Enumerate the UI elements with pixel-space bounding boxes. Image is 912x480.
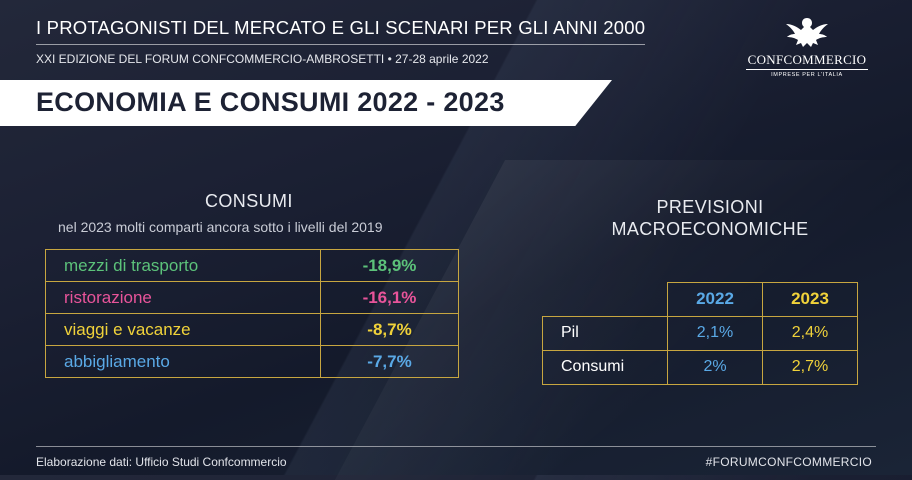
page-title: I PROTAGONISTI DEL MERCATO E GLI SCENARI… bbox=[36, 17, 646, 45]
column-header-2023: 2023 bbox=[762, 282, 858, 317]
section-banner: ECONOMIA E CONSUMI 2022 - 2023 bbox=[0, 80, 612, 126]
row-value: -8,7% bbox=[320, 313, 459, 346]
consumi-subtitle: nel 2023 molti comparti ancora sotto i l… bbox=[58, 219, 383, 235]
page-subtitle: XXI EDIZIONE DEL FORUM CONFCOMMERCIO-AMB… bbox=[36, 52, 489, 66]
table-row: Pil 2,1% 2,4% bbox=[542, 315, 858, 351]
row-value: -16,1% bbox=[320, 281, 459, 314]
footer-divider bbox=[36, 446, 876, 447]
table-row: viaggi e vacanze -8,7% bbox=[45, 313, 459, 346]
table-row: abbigliamento -7,7% bbox=[45, 345, 459, 378]
cell-2023: 2,7% bbox=[762, 349, 858, 385]
previsioni-title: PREVISIONI MACROECONOMICHE bbox=[590, 196, 830, 240]
row-label: viaggi e vacanze bbox=[45, 313, 321, 346]
row-label: ristorazione bbox=[45, 281, 321, 314]
row-label: Consumi bbox=[542, 349, 668, 385]
logo-tagline: IMPRESE PER L'ITALIA bbox=[771, 72, 843, 78]
row-label: mezzi di trasporto bbox=[45, 249, 321, 282]
logo-brand: CONFCOMMERCIO bbox=[747, 52, 867, 67]
previsioni-title-line1: PREVISIONI bbox=[656, 197, 764, 217]
footer-source: Elaborazione dati: Ufficio Studi Confcom… bbox=[36, 455, 287, 469]
cell-2022: 2% bbox=[667, 349, 763, 385]
table-row: Consumi 2% 2,7% bbox=[542, 349, 858, 385]
previsioni-title-line2: MACROECONOMICHE bbox=[611, 219, 809, 239]
table-row: ristorazione -16,1% bbox=[45, 281, 459, 314]
previsioni-table: 2022 2023 Pil 2,1% 2,4% Consumi 2% 2,7% bbox=[542, 282, 858, 385]
cell-2022: 2,1% bbox=[667, 315, 763, 351]
banner-title: ECONOMIA E CONSUMI 2022 - 2023 bbox=[36, 87, 505, 117]
logo-divider bbox=[746, 69, 868, 70]
row-label: abbigliamento bbox=[45, 345, 321, 378]
confcommercio-logo: CONFCOMMERCIO IMPRESE PER L'ITALIA bbox=[742, 14, 872, 80]
column-header-2022: 2022 bbox=[667, 282, 763, 317]
row-value: -7,7% bbox=[320, 345, 459, 378]
table-row: mezzi di trasporto -18,9% bbox=[45, 249, 459, 282]
consumi-title: CONSUMI bbox=[205, 191, 293, 211]
row-label: Pil bbox=[542, 315, 668, 351]
eagle-icon bbox=[786, 18, 828, 47]
footer-hashtag: #FORUMCONFCOMMERCIO bbox=[705, 455, 872, 469]
consumi-table: mezzi di trasporto -18,9% ristorazione -… bbox=[45, 249, 459, 378]
table-header-row: 2022 2023 bbox=[543, 282, 858, 317]
row-value: -18,9% bbox=[320, 249, 459, 282]
header-empty-cell bbox=[543, 283, 668, 317]
cell-2023: 2,4% bbox=[762, 315, 858, 351]
